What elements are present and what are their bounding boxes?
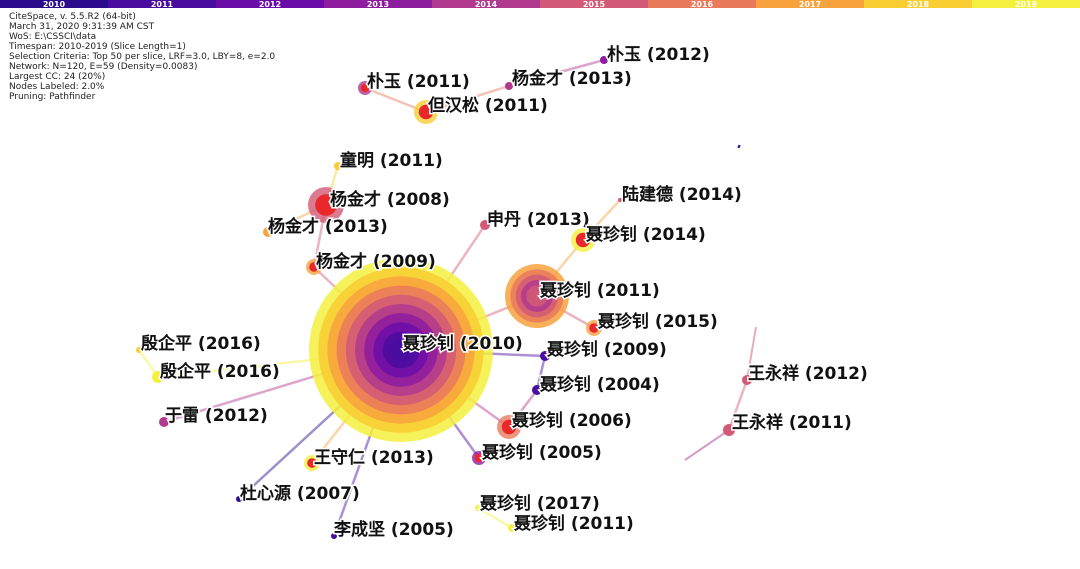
edge	[684, 429, 730, 461]
info-line: Timespan: 2010-2019 (Slice Length=1)	[8, 42, 186, 52]
node-label: 王永祥 (2012)	[748, 363, 868, 384]
node-label: 杜心源 (2007)	[240, 483, 360, 504]
node-label: 杨金才 (2013)	[512, 68, 632, 89]
node-label: 聂珍钊 (2006)	[511, 410, 632, 431]
info-line: March 31, 2020 9:31:39 AM CST	[9, 22, 155, 32]
node-label: 但汉松 (2011)	[428, 95, 548, 116]
node	[331, 533, 337, 539]
node-label: 杨金才 (2009)	[316, 251, 436, 272]
edge	[727, 379, 749, 431]
timeline-segment	[216, 0, 324, 8]
node	[480, 220, 490, 230]
node	[575, 232, 591, 248]
timeline-year: 2014	[475, 0, 498, 9]
node	[474, 453, 484, 463]
node-label: 聂珍钊 (2009)	[546, 339, 667, 360]
node-label: 聂珍钊 (2014)	[585, 224, 706, 245]
timeline-year: 2010	[43, 0, 66, 9]
node	[540, 351, 550, 361]
node	[334, 162, 342, 170]
timeline-year: 2016	[691, 0, 714, 9]
info-line: Selection Criteria: Top 50 per slice, LR…	[9, 52, 275, 62]
timeline-year: 2019	[1015, 0, 1038, 9]
node-label: 李成坚 (2005)	[334, 519, 454, 540]
node	[501, 419, 517, 435]
timeline-segment	[0, 0, 108, 8]
node-label: 杨金才 (2008)	[330, 189, 450, 210]
timeline-year: 2018	[907, 0, 930, 9]
node	[236, 496, 242, 502]
timeline: 2010 2011 2012 2013 2014 2015 2016 2017 2018 2019	[0, 0, 1080, 9]
edge	[425, 84, 510, 114]
node	[263, 227, 273, 237]
node	[152, 371, 164, 383]
timeline-year: 2012	[259, 0, 281, 9]
node-core	[533, 292, 541, 300]
nodes	[136, 56, 752, 539]
node-label: 聂珍钊 (2011)	[539, 280, 660, 301]
timeline-segment	[540, 0, 648, 8]
node-label: 朴玉 (2012)	[607, 44, 710, 65]
node	[315, 194, 337, 216]
info-line: Largest CC: 24 (20%)	[9, 72, 105, 82]
node	[532, 385, 542, 395]
node	[508, 524, 516, 532]
node	[600, 56, 608, 64]
timeline-segment	[432, 0, 540, 8]
node-label: 殷企平 (2016)	[141, 333, 261, 354]
timeline-segment	[648, 0, 756, 8]
info-line: Nodes Labeled: 2.0%	[9, 82, 105, 92]
node	[618, 198, 622, 202]
node	[418, 104, 434, 120]
node-label: 王守仁 (2013)	[314, 447, 434, 468]
timeline-segment	[324, 0, 432, 8]
node-label: 聂珍钊 (2005)	[481, 442, 602, 463]
info-line: WoS: E:\CSSCI\data	[9, 32, 96, 42]
edge	[508, 58, 605, 88]
node-label: 陆建德 (2014)	[622, 184, 742, 205]
node-label: 聂珍钊 (2004)	[539, 374, 660, 395]
node	[307, 458, 317, 468]
node	[742, 375, 752, 385]
node	[589, 323, 599, 333]
info-line: Pruning: Pathfinder	[9, 92, 96, 102]
node	[723, 424, 735, 436]
edge	[746, 326, 757, 381]
node-label: 杨金才 (2013)	[268, 216, 388, 237]
timeline-year: 2013	[367, 0, 389, 9]
node	[159, 417, 169, 427]
node-label: 申丹 (2013)	[487, 209, 590, 230]
timeline-segment	[972, 0, 1080, 8]
edge	[737, 144, 741, 149]
info-line: CiteSpace, v. 5.5.R2 (64-bit)	[9, 12, 136, 22]
node-label: 聂珍钊 (2015)	[597, 311, 718, 332]
node-label: 聂珍钊 (2010)	[402, 333, 523, 354]
node	[309, 262, 319, 272]
timeline-segment	[864, 0, 972, 8]
node	[475, 505, 481, 511]
node	[136, 347, 142, 353]
labels: 朴玉 (2012) 杨金才 (2013) 朴玉 (2011) 但汉松 (2011) 童明…	[140, 43, 870, 542]
timeline-segment	[756, 0, 864, 8]
node-label: 王永祥 (2011)	[732, 412, 852, 433]
node-label: 于雷 (2012)	[165, 406, 268, 426]
node-core	[389, 338, 413, 362]
info-panel: CiteSpace, v. 5.5.R2 (64-bit)March 31, 2…	[8, 12, 275, 102]
edge	[535, 355, 547, 391]
node-label: 殷企平 (2016)	[160, 361, 280, 382]
node-label: 童明 (2011)	[340, 150, 443, 171]
info-line: Network: N=120, E=59 (Density=0.0083)	[9, 62, 197, 72]
edge	[477, 506, 513, 530]
timeline-year: 2011	[151, 0, 174, 9]
timeline-segment	[108, 0, 216, 8]
node-label: 聂珍钊 (2011)	[513, 513, 634, 534]
timeline-year: 2015	[583, 0, 606, 9]
node-label: 朴玉 (2011)	[367, 71, 470, 92]
node-label: 聂珍钊 (2017)	[479, 493, 600, 514]
node	[505, 82, 513, 90]
timeline-year: 2017	[799, 0, 821, 9]
node	[360, 83, 370, 93]
